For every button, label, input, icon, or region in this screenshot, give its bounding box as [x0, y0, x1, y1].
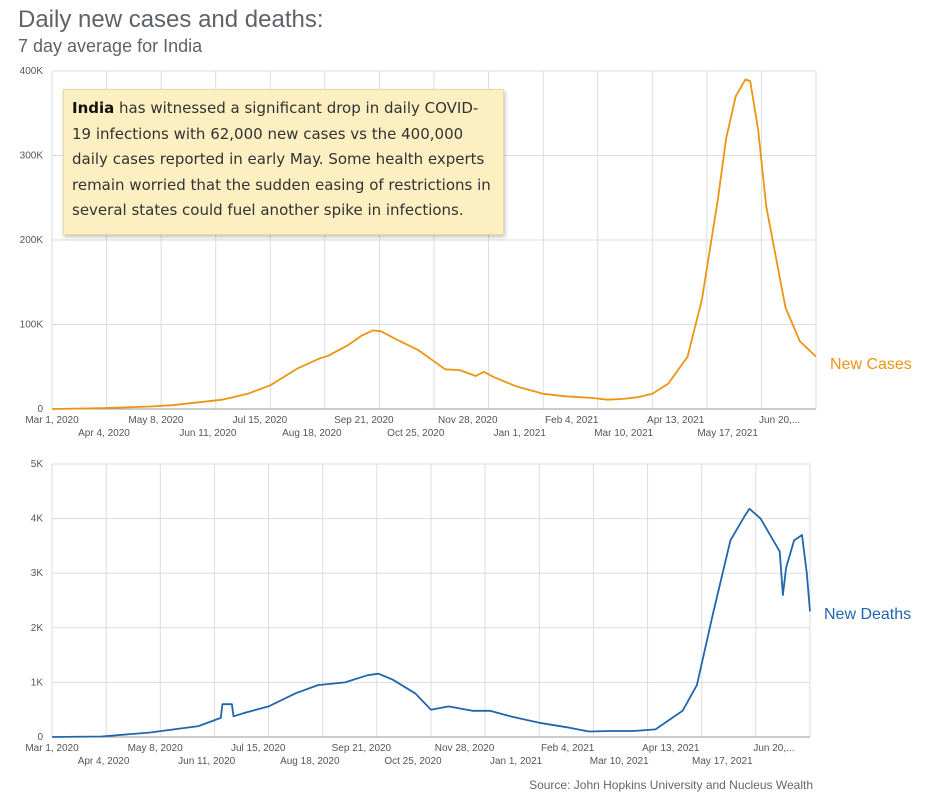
x-tick-label: Aug 18, 2020	[280, 756, 340, 767]
x-tick-label: May 8, 2020	[128, 415, 183, 426]
x-tick-label: Jul 15, 2020	[231, 743, 286, 754]
x-tick-label: Sep 21, 2020	[332, 743, 392, 754]
series-line-new-cases	[51, 78, 817, 410]
x-tick-label: Sep 21, 2020	[334, 415, 394, 426]
x-tick-label: Jul 15, 2020	[233, 415, 288, 426]
chart-panel-1: 0 100K 200K 300K 400K Mar 1, 2020 May 8, 2020 J…	[20, 66, 912, 439]
x-tick-label: May 17, 2021	[692, 756, 753, 767]
x-tick-label: May 17, 2021	[697, 428, 758, 439]
x-tick-label: Jan 1, 2021	[494, 428, 547, 439]
x-tick-label: Jun 11, 2020	[179, 428, 237, 439]
x-tick-label: Feb 4, 2021	[545, 415, 599, 426]
x-tick-label: Feb 4, 2021	[541, 743, 595, 754]
x-tick-label: Oct 25, 2020	[387, 428, 445, 439]
annotation-bold: India	[72, 99, 115, 117]
chart-panel-2: 0 1K 2K 3K 4K 5K Mar 1, 2020 May 8, 2020 Jul 15,…	[25, 459, 911, 767]
x-tick-label: Apr 4, 2020	[78, 428, 130, 439]
x-tick-label: Nov 28, 2020	[438, 415, 498, 426]
chart-title: Daily new cases and deaths:	[18, 6, 324, 33]
y-tick-label: 0	[37, 404, 43, 415]
x-tick-label: Nov 28, 2020	[435, 743, 495, 754]
x-tick-label: Apr 4, 2020	[78, 756, 130, 767]
x-tick-label: Apr 13, 2021	[642, 743, 700, 754]
y-tick-label: 1K	[31, 677, 44, 688]
y-tick-label: 300K	[20, 151, 44, 162]
x-tick-label: Mar 1, 2020	[25, 743, 79, 754]
series-label-new-deaths: New Deaths	[824, 606, 911, 623]
x-tick-label: Mar 1, 2020	[25, 415, 79, 426]
y-tick-label: 4K	[31, 514, 44, 525]
source-note: Source: John Hopkins University and Nucl…	[529, 778, 813, 792]
x-tick-label: Jun 20,...	[753, 743, 794, 754]
x-tick-label: Jun 11, 2020	[178, 756, 236, 767]
x-tick-label: Aug 18, 2020	[282, 428, 342, 439]
y-tick-label: 0	[37, 732, 43, 743]
x-tick-label: Jun 20,...	[759, 415, 800, 426]
y-tick-label: 100K	[20, 320, 44, 331]
x-tick-label: May 8, 2020	[128, 743, 183, 754]
y-tick-label: 3K	[31, 568, 44, 579]
y-tick-label: 200K	[20, 235, 44, 246]
annotation-text: has witnessed a significant drop in dail…	[72, 99, 491, 219]
x-tick-label: Oct 25, 2020	[384, 756, 442, 767]
series-line-new-deaths	[51, 507, 811, 738]
series-label-new-cases: New Cases	[830, 356, 912, 373]
y-tick-label: 2K	[31, 623, 44, 634]
x-tick-label: Mar 10, 2021	[594, 428, 653, 439]
chart-subtitle: 7 day average for India	[18, 36, 203, 56]
x-tick-label: Jan 1, 2021	[490, 756, 543, 767]
x-tick-label: Apr 13, 2021	[647, 415, 705, 426]
y-tick-label: 5K	[31, 459, 44, 470]
y-tick-label: 400K	[20, 66, 44, 77]
x-tick-label: Mar 10, 2021	[590, 756, 649, 767]
annotation-box: India has witnessed a significant drop i…	[63, 89, 504, 235]
